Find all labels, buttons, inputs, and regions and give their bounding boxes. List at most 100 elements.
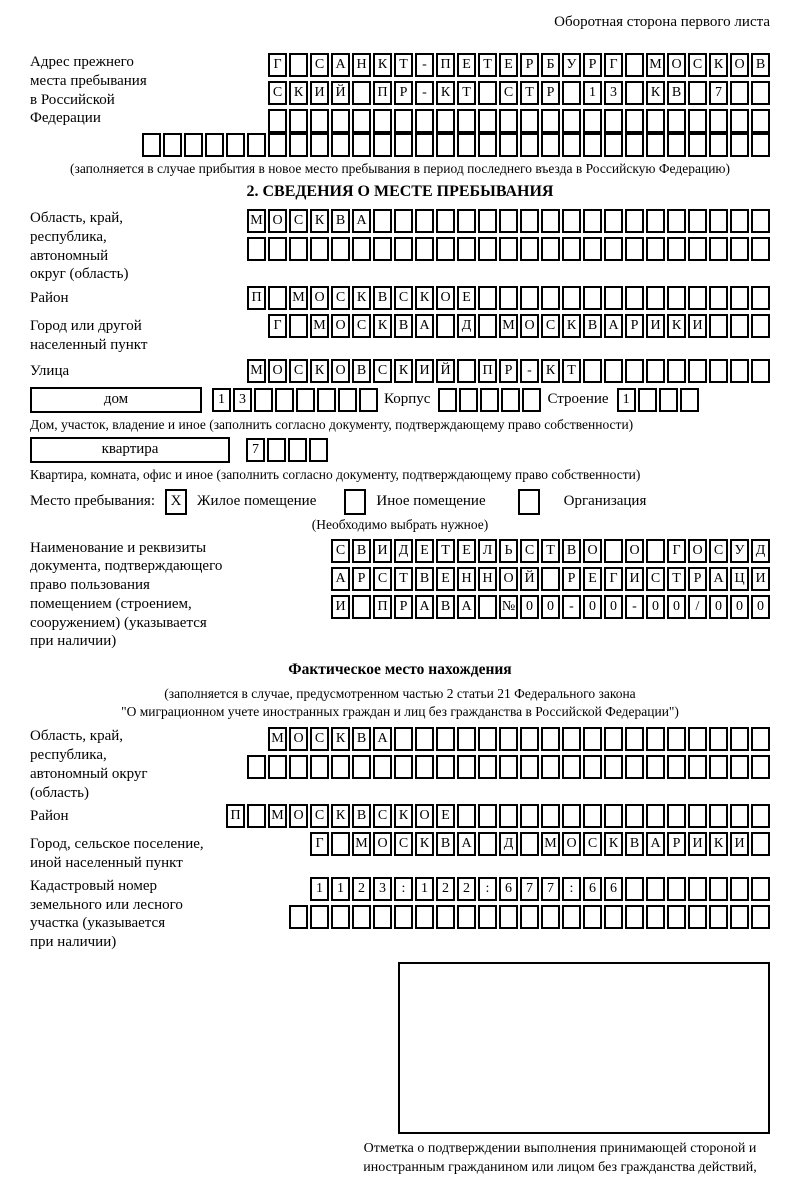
char-box[interactable]: Е <box>415 538 434 563</box>
char-box[interactable]: Д <box>394 538 413 563</box>
char-box[interactable]: К <box>289 81 308 105</box>
char-box[interactable] <box>457 727 476 752</box>
char-box[interactable] <box>562 755 581 780</box>
char-box[interactable] <box>394 133 413 157</box>
char-box[interactable]: М <box>247 358 266 383</box>
char-box[interactable]: С <box>289 358 308 383</box>
char-box[interactable] <box>541 804 560 829</box>
char-box[interactable]: М <box>352 832 371 857</box>
char-box[interactable] <box>751 133 770 157</box>
char-box[interactable] <box>457 904 476 929</box>
char-box[interactable] <box>709 755 728 780</box>
char-box[interactable] <box>457 209 476 233</box>
char-box[interactable] <box>331 832 350 857</box>
char-box[interactable] <box>604 358 623 383</box>
char-box[interactable]: М <box>268 727 287 752</box>
char-box[interactable]: И <box>415 358 434 383</box>
char-box[interactable]: С <box>331 286 350 310</box>
char-box[interactable]: 7 <box>520 876 539 901</box>
char-box[interactable] <box>520 727 539 752</box>
char-box[interactable]: С <box>310 804 329 829</box>
char-box[interactable]: М <box>499 314 518 338</box>
char-box[interactable]: О <box>415 804 434 829</box>
char-box[interactable] <box>679 387 699 412</box>
char-box[interactable]: С <box>373 358 392 383</box>
char-box[interactable]: С <box>352 314 371 338</box>
char-box[interactable] <box>730 286 749 310</box>
char-box[interactable] <box>268 286 287 310</box>
char-box[interactable] <box>562 804 581 829</box>
char-box[interactable]: Е <box>457 538 476 563</box>
char-box[interactable] <box>499 133 518 157</box>
char-box[interactable]: А <box>352 209 371 233</box>
char-box[interactable]: О <box>289 727 308 752</box>
char-box[interactable]: 1 <box>310 876 329 901</box>
char-box[interactable] <box>352 81 371 105</box>
char-box[interactable] <box>499 109 518 133</box>
char-box[interactable]: И <box>688 314 707 338</box>
char-box[interactable] <box>478 832 497 857</box>
char-box[interactable]: К <box>709 53 728 77</box>
char-box[interactable]: О <box>562 832 581 857</box>
char-box[interactable] <box>478 904 497 929</box>
char-box[interactable] <box>625 876 644 901</box>
char-box[interactable]: 3 <box>373 876 392 901</box>
char-box[interactable] <box>583 755 602 780</box>
char-box[interactable]: Л <box>478 538 497 563</box>
char-box[interactable] <box>625 727 644 752</box>
char-box[interactable] <box>247 755 266 780</box>
char-box[interactable] <box>436 755 455 780</box>
char-box[interactable]: А <box>709 566 728 591</box>
char-box[interactable]: С <box>310 53 329 77</box>
char-box[interactable] <box>352 594 371 619</box>
char-box[interactable]: П <box>373 81 392 105</box>
char-box[interactable]: С <box>310 727 329 752</box>
char-box[interactable]: Е <box>436 804 455 829</box>
char-box[interactable] <box>646 538 665 563</box>
char-box[interactable]: К <box>667 314 686 338</box>
char-box[interactable]: Е <box>457 286 476 310</box>
char-box[interactable]: Е <box>583 566 602 591</box>
char-box[interactable]: О <box>331 358 350 383</box>
char-box[interactable] <box>751 81 770 105</box>
char-box[interactable] <box>478 314 497 338</box>
char-box[interactable] <box>709 358 728 383</box>
char-box[interactable]: И <box>688 832 707 857</box>
char-box[interactable] <box>541 133 560 157</box>
char-box[interactable]: 7 <box>541 876 560 901</box>
char-box[interactable]: А <box>415 594 434 619</box>
char-box[interactable] <box>562 286 581 310</box>
char-box[interactable]: В <box>583 314 602 338</box>
char-box[interactable] <box>288 437 307 462</box>
char-box[interactable]: Т <box>478 53 497 77</box>
char-box[interactable] <box>520 286 539 310</box>
char-box[interactable]: К <box>415 286 434 310</box>
char-box[interactable] <box>310 237 329 261</box>
char-box[interactable]: Г <box>604 566 623 591</box>
char-box[interactable]: 1 <box>415 876 434 901</box>
char-box[interactable] <box>646 358 665 383</box>
char-box[interactable] <box>730 755 749 780</box>
char-box[interactable]: Р <box>499 358 518 383</box>
char-box[interactable]: С <box>373 566 392 591</box>
char-box[interactable] <box>247 804 266 829</box>
char-box[interactable]: К <box>646 81 665 105</box>
char-box[interactable] <box>709 876 728 901</box>
char-box[interactable] <box>625 358 644 383</box>
char-box[interactable]: С <box>583 832 602 857</box>
char-box[interactable] <box>751 904 770 929</box>
char-box[interactable]: Г <box>310 832 329 857</box>
char-box[interactable] <box>562 81 581 105</box>
char-box[interactable] <box>394 237 413 261</box>
char-box[interactable] <box>730 133 749 157</box>
char-box[interactable]: Р <box>520 53 539 77</box>
char-box[interactable] <box>541 286 560 310</box>
char-box[interactable]: Ц <box>730 566 749 591</box>
char-box[interactable] <box>688 727 707 752</box>
char-box[interactable]: : <box>394 876 413 901</box>
char-box[interactable] <box>522 387 542 412</box>
char-box[interactable] <box>751 209 770 233</box>
char-box[interactable] <box>352 904 371 929</box>
char-box[interactable] <box>709 237 728 261</box>
char-box[interactable] <box>583 804 602 829</box>
